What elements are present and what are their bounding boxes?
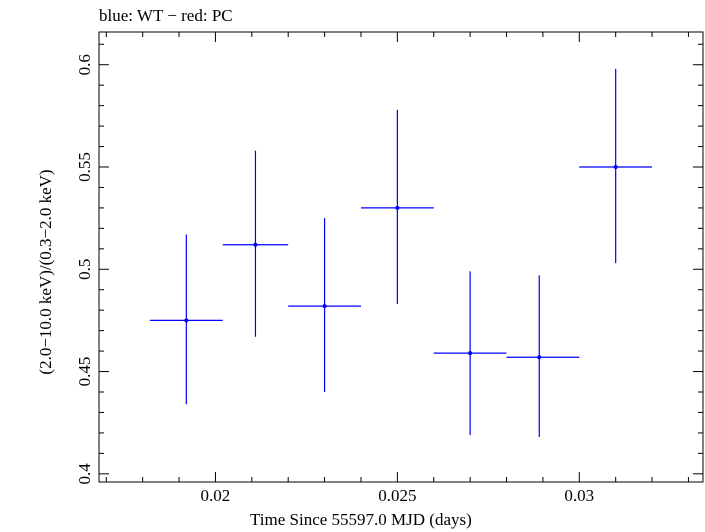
data-marker: [537, 355, 542, 360]
data-marker: [184, 318, 189, 323]
y-tick-label: 0.55: [75, 152, 94, 182]
data-point: [433, 271, 507, 435]
y-tick-label: 0.4: [75, 463, 94, 485]
y-tick-label: 0.6: [75, 54, 94, 75]
data-series: [149, 68, 653, 437]
data-marker: [395, 205, 400, 210]
data-marker: [613, 165, 618, 169]
chart-title: blue: WT − red: PC: [99, 6, 233, 25]
data-point: [288, 218, 361, 392]
y-tick-label: 0.5: [75, 259, 94, 280]
y-tick-label: 0.45: [75, 357, 94, 387]
x-tick-label: 0.02: [201, 486, 231, 505]
axes-frame: [98, 31, 704, 483]
x-tick-label: 0.03: [564, 486, 594, 505]
data-point: [360, 109, 434, 305]
data-marker: [468, 351, 473, 356]
data-point: [149, 234, 223, 405]
x-axis-label: Time Since 55597.0 MJD (days): [250, 510, 472, 529]
y-axis-label: (2.0−10.0 keV)/(0.3−2.0 keV): [36, 169, 55, 375]
axes-border: [98, 31, 704, 483]
data-marker: [322, 304, 327, 309]
axis-ticks: 0.02 0.025 0.03 0.4 0.45 0.5 0.55 0.6: [75, 32, 703, 505]
data-point: [579, 68, 653, 264]
x-tick-label: 0.025: [378, 486, 416, 505]
data-point: [506, 275, 580, 437]
data-marker: [253, 242, 258, 247]
data-point: [222, 150, 289, 337]
